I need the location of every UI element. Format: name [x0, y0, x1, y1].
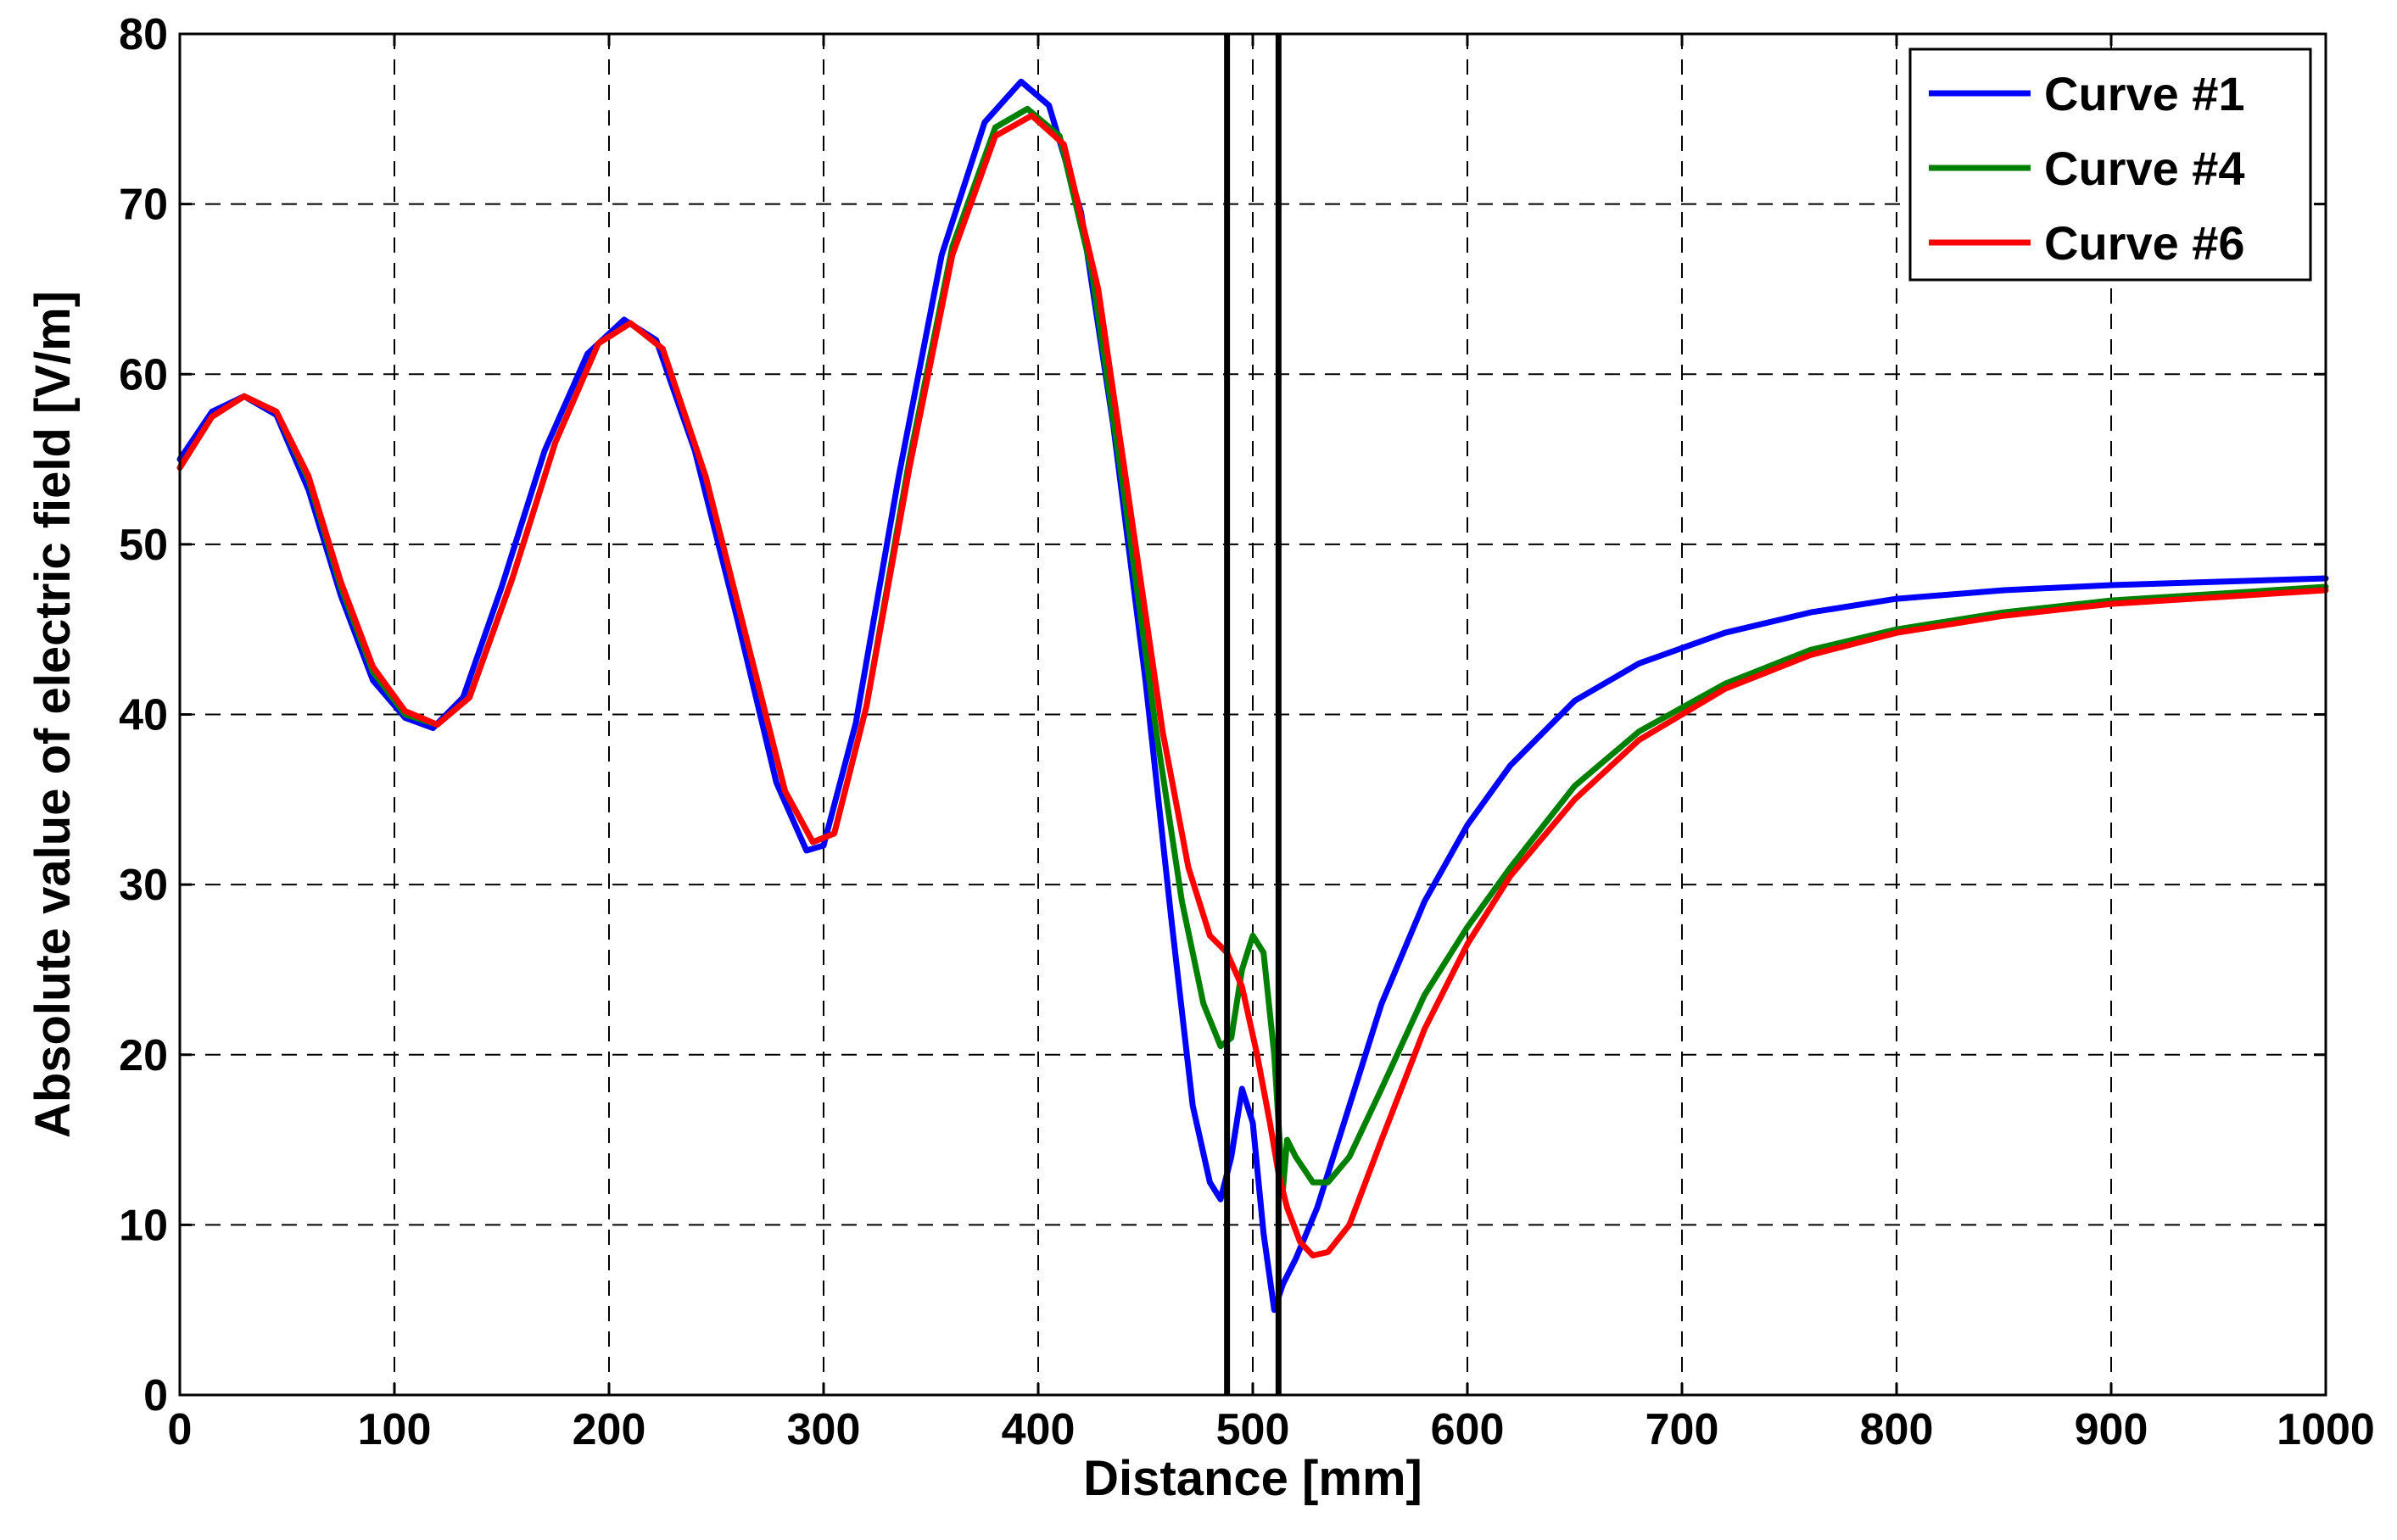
legend-label-3: Curve #6 [2044, 216, 2245, 270]
x-tick-label: 900 [2075, 1405, 2148, 1454]
x-tick-label: 400 [1002, 1405, 1076, 1454]
y-tick-label: 30 [119, 861, 168, 910]
series-layer [176, 78, 2329, 1314]
y-tick-label: 80 [119, 10, 168, 59]
y-tick-label: 50 [119, 521, 168, 570]
y-tick-label: 70 [119, 181, 168, 230]
vertical-markers [1224, 34, 1282, 1395]
x-tick-label: 0 [168, 1405, 193, 1454]
axis-ticks: 0 100 200 300 400 500 600 700 800 900 1000 0 10 20 30 4… [119, 10, 2375, 1454]
x-tick-label: 100 [358, 1405, 432, 1454]
y-tick-label: 10 [119, 1201, 168, 1250]
y-axis-label: Absolute value of electric field [V/m] [25, 291, 81, 1138]
y-tick-label: 0 [143, 1371, 168, 1420]
legend: Curve #1 Curve #4 Curve #6 [1908, 47, 2312, 282]
y-tick-label: 20 [119, 1031, 168, 1080]
y-tick-label: 40 [119, 691, 168, 740]
y-tick-label: 60 [119, 350, 168, 399]
x-tick-label: 500 [1216, 1405, 1290, 1454]
x-axis-label: Distance [mm] [1083, 1451, 1422, 1506]
x-tick-label: 600 [1431, 1405, 1505, 1454]
legend-label-1: Curve #1 [2044, 67, 2245, 120]
x-tick-label: 800 [1860, 1405, 1934, 1454]
x-tick-label: 1000 [2277, 1405, 2375, 1454]
x-tick-label: 300 [787, 1405, 861, 1454]
series-line-3 [176, 112, 2329, 1258]
legend-label-2: Curve #4 [2044, 142, 2245, 195]
x-tick-label: 200 [573, 1405, 646, 1454]
x-tick-label: 700 [1645, 1405, 1719, 1454]
